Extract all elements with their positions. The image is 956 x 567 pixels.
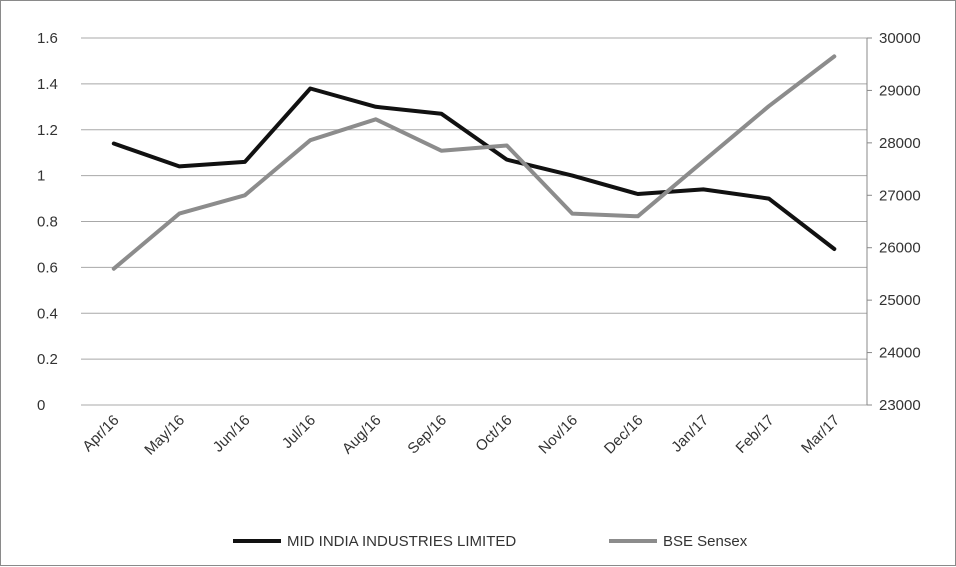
left-tick-label: 1.4 xyxy=(37,76,58,93)
left-tick-label: 0.2 xyxy=(37,351,58,368)
left-tick-label: 1.2 xyxy=(37,122,58,139)
x-tick-label: Jul/16 xyxy=(279,412,319,452)
right-tick-label: 24000 xyxy=(879,345,921,362)
left-tick-label: 0.6 xyxy=(37,259,58,276)
legend-label-bse-sensex: BSE Sensex xyxy=(663,533,748,550)
x-tick-label: Mar/17 xyxy=(798,412,843,457)
legend-label-mid-india: MID INDIA INDUSTRIES LIMITED xyxy=(287,533,516,550)
x-axis-ticks: Apr/16 May/16 Jun/16 Jul/16 Aug/16 Sep/16 Oct/… xyxy=(79,412,843,459)
x-tick-label: Dec/16 xyxy=(601,412,647,458)
right-tick-label: 26000 xyxy=(879,240,921,257)
right-axis-ticks: 23000 24000 25000 26000 27000 28000 29000 30000 xyxy=(867,30,921,414)
series-line-mid-india xyxy=(111,86,837,251)
x-tick-label: May/16 xyxy=(141,412,188,459)
series-line-bse-sensex xyxy=(111,54,837,271)
left-tick-label: 0.8 xyxy=(37,214,58,231)
x-tick-label: Feb/17 xyxy=(733,412,778,457)
right-tick-label: 29000 xyxy=(879,82,921,99)
left-tick-label: 0 xyxy=(37,397,45,414)
left-axis-ticks: 0 0.2 0.4 0.6 0.8 1 1.2 1.4 1.6 xyxy=(37,30,58,414)
x-tick-label: Aug/16 xyxy=(339,412,385,458)
left-tick-label: 1.6 xyxy=(37,30,58,47)
right-tick-label: 30000 xyxy=(879,30,921,47)
x-tick-label: Sep/16 xyxy=(404,412,450,458)
right-tick-label: 28000 xyxy=(879,135,921,152)
x-tick-label: Nov/16 xyxy=(535,412,581,458)
left-tick-label: 0.4 xyxy=(37,305,58,322)
series-lines xyxy=(111,54,837,271)
x-tick-label: Apr/16 xyxy=(79,412,122,455)
right-tick-label: 27000 xyxy=(879,187,921,204)
right-tick-label: 23000 xyxy=(879,397,921,414)
legend: MID INDIA INDUSTRIES LIMITED BSE Sensex xyxy=(233,533,748,550)
gridlines xyxy=(81,37,867,406)
x-tick-label: Jan/17 xyxy=(668,412,712,456)
right-tick-label: 25000 xyxy=(879,292,921,309)
x-tick-label: Jun/16 xyxy=(210,412,254,456)
x-tick-label: Oct/16 xyxy=(472,412,515,455)
left-tick-label: 1 xyxy=(37,168,45,185)
